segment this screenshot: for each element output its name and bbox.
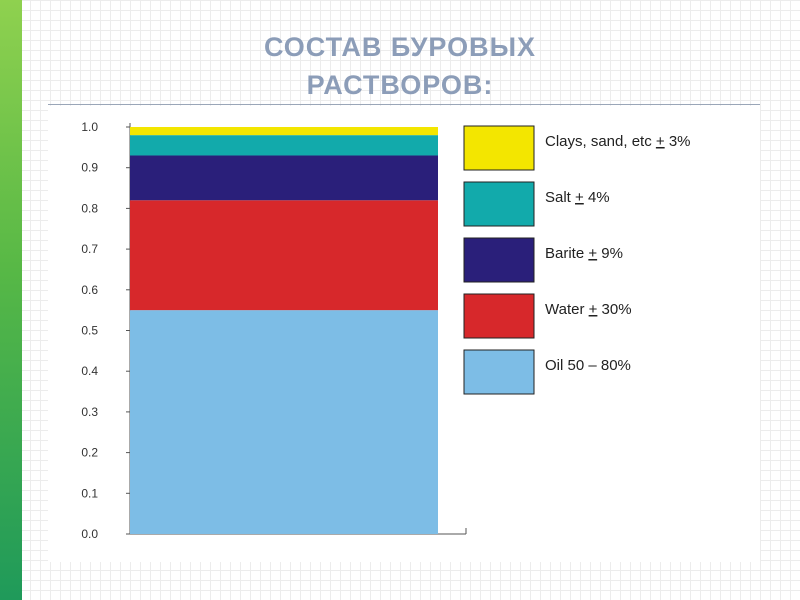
legend-label: Clays, sand, etc + 3% <box>545 133 691 150</box>
y-tick-label: 0.2 <box>81 446 98 460</box>
y-tick-label: 0.7 <box>81 242 98 256</box>
legend-label: Barite + 9% <box>545 245 623 262</box>
legend-label: Oil 50 – 80% <box>545 357 631 374</box>
bar-segment <box>130 135 438 156</box>
legend-swatch <box>463 293 535 339</box>
legend-swatch <box>463 125 535 171</box>
bar-segment <box>130 200 438 311</box>
y-tick-label: 0.8 <box>81 201 98 215</box>
y-tick-label: 0.0 <box>81 527 98 541</box>
legend-swatch <box>463 181 535 227</box>
accent-bar <box>0 0 22 600</box>
bar-segment <box>130 127 438 136</box>
legend-label: Salt + 4% <box>545 189 610 206</box>
legend-label: Water + 30% <box>545 301 632 318</box>
y-tick-label: 0.3 <box>81 405 98 419</box>
bar-segments <box>130 127 438 534</box>
title-line-2-text: РАСТВОРОВ <box>306 70 484 100</box>
slide-title: СОСТАВ БУРОВЫХ РАСТВОРОВ: <box>220 28 580 104</box>
y-axis: 0.0 0.1 0.2 0.3 0.4 0.5 0.6 0.7 0.8 0.9 1.0 <box>81 120 467 541</box>
legend: Clays, sand, etc + 3% Salt + 4% Barite + 9… <box>463 125 691 395</box>
legend-swatch <box>463 349 535 395</box>
legend-swatch <box>463 237 535 283</box>
title-line-1: СОСТАВ БУРОВЫХ <box>263 32 537 62</box>
stacked-bar-chart: 0.0 0.1 0.2 0.3 0.4 0.5 0.6 0.7 0.8 0.9 1.0 Clays,… <box>81 120 691 541</box>
y-tick-label: 0.9 <box>81 161 98 175</box>
bar-segment <box>130 155 438 201</box>
y-tick-label: 1.0 <box>81 120 98 134</box>
y-tick-label: 0.4 <box>81 364 98 378</box>
y-tick-label: 0.6 <box>81 283 98 297</box>
y-tick-label: 0.1 <box>81 486 98 500</box>
title-divider <box>48 104 760 105</box>
chart-panel: 0.0 0.1 0.2 0.3 0.4 0.5 0.6 0.7 0.8 0.9 1.0 Clays,… <box>48 106 760 562</box>
title-line-2: РАСТВОРОВ: <box>220 66 580 104</box>
y-tick-label: 0.5 <box>81 324 98 338</box>
title-colon: : <box>483 70 494 100</box>
bar-segment <box>130 310 438 534</box>
